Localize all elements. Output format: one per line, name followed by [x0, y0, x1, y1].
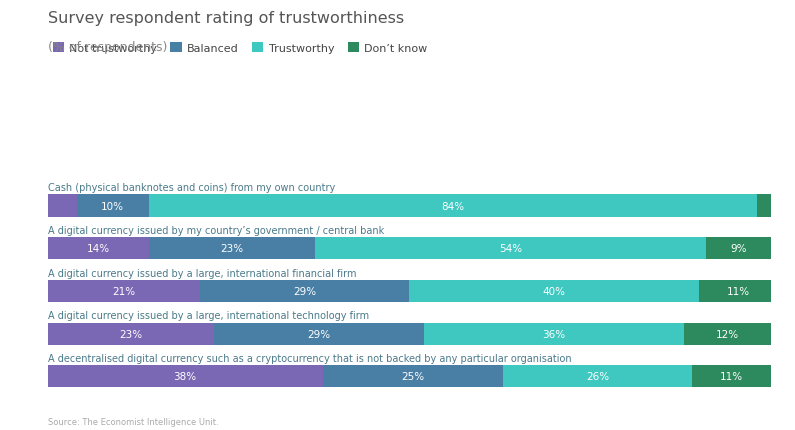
Text: 11%: 11% [727, 286, 750, 296]
Bar [424, 323, 684, 345]
Text: 29%: 29% [308, 329, 331, 339]
Text: 26%: 26% [586, 372, 609, 381]
Text: 23%: 23% [221, 244, 244, 254]
Text: 29%: 29% [293, 286, 316, 296]
Text: Cash (physical banknotes and coins) from my own country: Cash (physical banknotes and coins) from… [48, 183, 335, 193]
Bar [48, 195, 76, 217]
Bar [316, 238, 706, 260]
Text: A digital currency issued by a large, international technology firm: A digital currency issued by a large, in… [48, 311, 369, 321]
Text: A digital currency issued by a large, international financial firm: A digital currency issued by a large, in… [48, 268, 356, 278]
Bar [692, 366, 771, 387]
Text: 40%: 40% [543, 286, 565, 296]
Text: 36%: 36% [542, 329, 566, 339]
Text: 11%: 11% [719, 372, 743, 381]
Bar [323, 366, 503, 387]
Text: 23%: 23% [119, 329, 142, 339]
Text: 10%: 10% [101, 201, 124, 211]
Bar [699, 280, 778, 302]
Bar [214, 323, 424, 345]
Bar [200, 280, 409, 302]
Text: 12%: 12% [716, 329, 739, 339]
Bar [48, 366, 323, 387]
Bar [409, 280, 699, 302]
Text: A decentralised digital currency such as a cryptocurrency that is not backed by : A decentralised digital currency such as… [48, 353, 572, 363]
Bar [48, 280, 200, 302]
Bar [706, 238, 771, 260]
Text: Survey respondent rating of trustworthiness: Survey respondent rating of trustworthin… [48, 11, 404, 26]
Text: 21%: 21% [112, 286, 135, 296]
Bar [48, 238, 149, 260]
Text: 9%: 9% [731, 244, 747, 254]
Text: 84%: 84% [441, 201, 464, 211]
Bar [48, 323, 214, 345]
Text: 54%: 54% [499, 244, 522, 254]
Bar [149, 195, 757, 217]
Bar [149, 238, 316, 260]
Bar [684, 323, 771, 345]
Text: (% of respondents): (% of respondents) [48, 41, 167, 54]
Text: 14%: 14% [87, 244, 110, 254]
Text: Source: The Economist Intelligence Unit.: Source: The Economist Intelligence Unit. [48, 417, 219, 426]
Legend: Not trustworthy, Balanced, Trustworthy, Don’t know: Not trustworthy, Balanced, Trustworthy, … [52, 43, 428, 54]
Text: 38%: 38% [173, 372, 196, 381]
Bar [503, 366, 692, 387]
Bar [76, 195, 149, 217]
Bar [757, 195, 771, 217]
Text: 25%: 25% [401, 372, 425, 381]
Text: A digital currency issued by my country’s government / central bank: A digital currency issued by my country’… [48, 225, 384, 236]
